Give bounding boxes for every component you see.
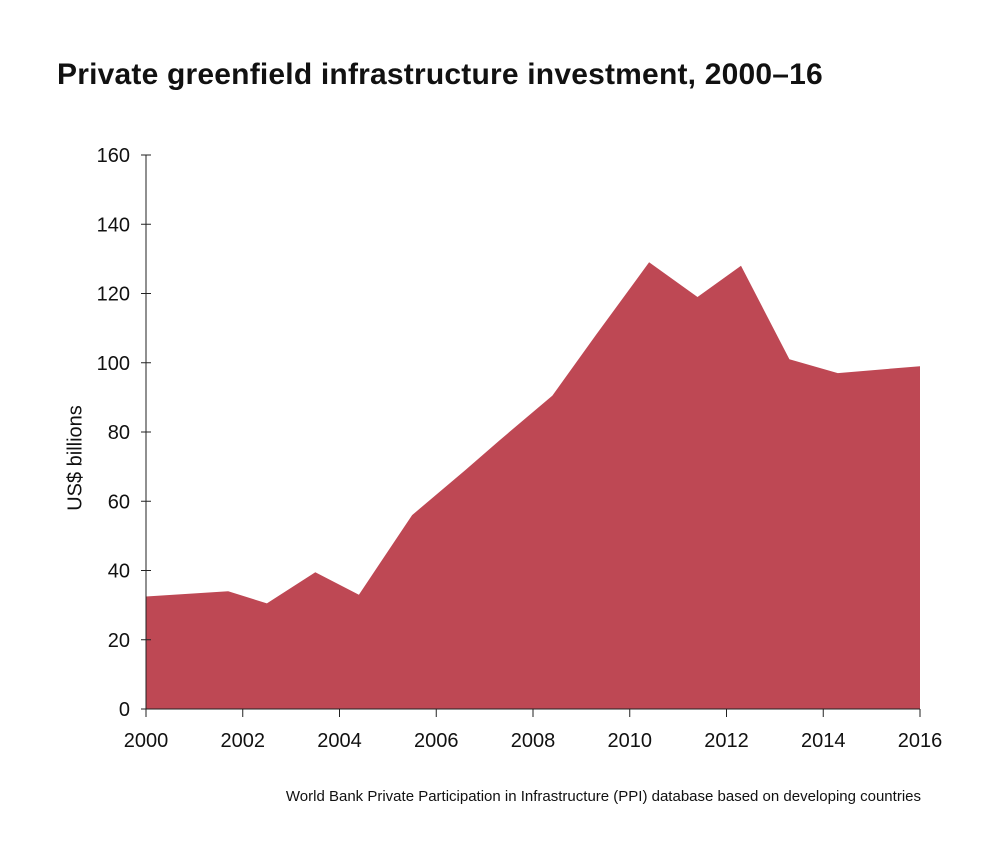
y-tick-label: 20 (108, 630, 130, 652)
y-tick-label: 40 (108, 561, 130, 583)
source-note: World Bank Private Participation in Infr… (285, 788, 921, 805)
y-tick-label: 160 (97, 145, 130, 167)
x-tick-label: 2002 (221, 730, 266, 752)
x-tick-label: 2006 (414, 730, 459, 752)
x-tick-label: 2012 (704, 730, 749, 752)
x-tick-label: 2016 (898, 730, 943, 752)
x-tick-label: 2004 (317, 730, 362, 752)
y-tick-label: 0 (119, 699, 130, 721)
y-tick-label: 60 (108, 491, 130, 513)
chart-title: Private greenfield infrastructure invest… (57, 58, 823, 91)
x-tick-label: 2008 (511, 730, 556, 752)
y-tick-label: 140 (97, 214, 130, 236)
x-tick-label: 2010 (608, 730, 653, 752)
area-series (146, 262, 920, 709)
y-tick-label: 100 (97, 353, 130, 375)
x-tick-label: 2000 (124, 730, 169, 752)
x-tick-label: 2014 (801, 730, 846, 752)
y-tick-label: 120 (97, 284, 130, 306)
y-tick-label: 80 (108, 422, 130, 444)
